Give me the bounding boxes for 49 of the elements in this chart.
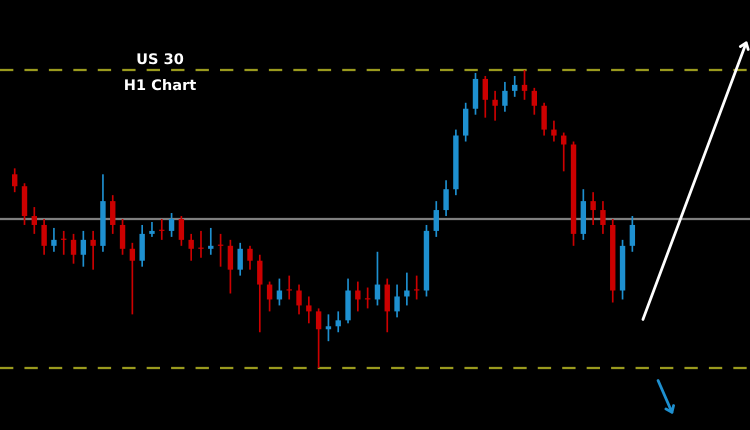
candlestick <box>492 90 498 122</box>
candlestick <box>218 233 224 268</box>
candlestick <box>561 132 566 172</box>
candlestick <box>178 215 184 247</box>
chart-title: US 30 <box>137 53 184 64</box>
candlestick <box>51 227 57 253</box>
candlestick <box>70 233 76 265</box>
candlestick <box>443 179 449 217</box>
candlestick <box>208 227 214 256</box>
candlestick <box>61 230 66 256</box>
candlestick <box>502 81 508 113</box>
candlestick <box>90 230 96 270</box>
candlestick <box>257 254 262 334</box>
candlestick <box>168 212 174 238</box>
candlestick <box>238 242 243 276</box>
candlestick <box>532 87 538 116</box>
candlestick <box>32 206 38 235</box>
candlestick <box>600 200 606 235</box>
candlestick <box>336 310 341 334</box>
candlestick <box>130 242 136 316</box>
candlestick <box>306 296 312 324</box>
candlestick <box>374 250 380 306</box>
candlestick <box>80 230 86 268</box>
candlestick <box>394 284 400 318</box>
candlestick <box>276 278 282 306</box>
candlestick <box>630 215 636 253</box>
candlestick <box>522 69 528 101</box>
candlestick <box>149 221 155 238</box>
candlestick <box>41 218 47 256</box>
candlestick <box>434 200 439 238</box>
candlestick <box>198 230 204 259</box>
candlestick <box>404 272 410 306</box>
candlestick <box>159 218 164 241</box>
candlestick <box>512 75 518 98</box>
candlestick <box>12 168 18 194</box>
candlestick <box>326 314 332 342</box>
candlestick <box>355 280 361 312</box>
candlestick <box>551 120 557 142</box>
candlestick <box>110 194 116 235</box>
candlestick <box>188 233 194 262</box>
candlestick <box>228 239 234 294</box>
candlestick <box>482 75 488 119</box>
text: H1 Chart <box>125 78 196 90</box>
candlestick <box>296 284 302 316</box>
candlestick <box>316 308 322 369</box>
candlestick <box>590 191 596 226</box>
candlestick <box>266 280 272 312</box>
candlestick <box>120 218 126 256</box>
candlestick <box>541 102 547 136</box>
